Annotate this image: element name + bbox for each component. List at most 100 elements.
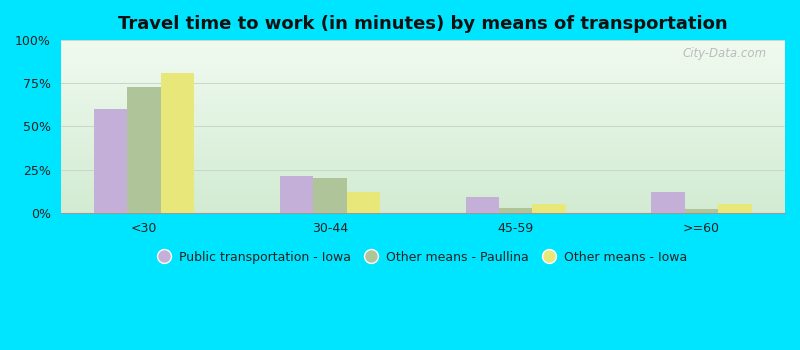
Bar <box>61 139 785 140</box>
Bar <box>61 48 785 49</box>
Bar <box>61 79 785 80</box>
Bar <box>61 153 785 154</box>
Bar <box>61 40 785 41</box>
Bar <box>61 61 785 62</box>
Bar <box>61 168 785 169</box>
Bar <box>61 152 785 153</box>
Bar <box>61 103 785 104</box>
Bar <box>61 76 785 77</box>
Bar <box>61 91 785 92</box>
Bar <box>61 196 785 197</box>
Bar <box>61 51 785 52</box>
Bar <box>61 93 785 94</box>
Bar <box>61 123 785 124</box>
Bar <box>61 125 785 126</box>
Bar <box>61 49 785 50</box>
Bar <box>61 124 785 125</box>
Bar <box>61 191 785 192</box>
Bar <box>61 114 785 115</box>
Bar <box>61 138 785 139</box>
Bar <box>61 182 785 183</box>
Bar <box>61 192 785 193</box>
Bar <box>61 127 785 128</box>
Bar <box>61 180 785 181</box>
Bar <box>61 200 785 201</box>
Bar <box>61 58 785 59</box>
Bar <box>61 56 785 57</box>
Bar <box>61 47 785 48</box>
Bar <box>61 145 785 146</box>
Bar <box>61 184 785 185</box>
Bar <box>61 77 785 78</box>
Bar <box>61 198 785 199</box>
Bar <box>61 160 785 161</box>
Bar <box>61 197 785 198</box>
Bar <box>61 68 785 69</box>
Bar <box>61 118 785 119</box>
Bar <box>61 172 785 173</box>
Bar <box>61 78 785 79</box>
Bar <box>61 167 785 168</box>
Bar <box>61 126 785 127</box>
Bar <box>94 109 127 213</box>
Bar <box>61 177 785 178</box>
Bar <box>61 129 785 130</box>
Bar <box>61 41 785 42</box>
Bar <box>61 169 785 170</box>
Bar <box>61 87 785 88</box>
Bar <box>61 92 785 93</box>
Bar <box>61 185 785 186</box>
Bar <box>61 72 785 73</box>
Bar <box>61 158 785 159</box>
Bar <box>61 60 785 61</box>
Bar <box>61 189 785 190</box>
Bar <box>61 100 785 101</box>
Bar <box>61 147 785 148</box>
Bar <box>61 71 785 72</box>
Bar <box>61 89 785 90</box>
Bar <box>61 212 785 213</box>
Bar <box>61 161 785 162</box>
Bar <box>61 90 785 91</box>
Bar <box>61 164 785 165</box>
Bar <box>61 105 785 106</box>
Bar <box>718 204 751 213</box>
Bar <box>61 203 785 204</box>
Bar <box>61 83 785 84</box>
Bar <box>61 159 785 160</box>
Bar <box>61 62 785 63</box>
Bar <box>685 209 718 213</box>
Bar <box>61 204 785 205</box>
Bar <box>61 64 785 65</box>
Bar <box>61 113 785 114</box>
Bar <box>61 84 785 85</box>
Bar <box>61 119 785 120</box>
Bar <box>61 194 785 195</box>
Bar <box>61 209 785 210</box>
Bar <box>280 176 314 213</box>
Bar <box>61 95 785 96</box>
Bar <box>499 208 532 213</box>
Legend: Public transportation - Iowa, Other means - Paullina, Other means - Iowa: Public transportation - Iowa, Other mean… <box>154 246 692 268</box>
Bar <box>61 137 785 138</box>
Bar <box>61 179 785 180</box>
Bar <box>61 110 785 111</box>
Bar <box>61 63 785 64</box>
Bar <box>61 201 785 202</box>
Bar <box>61 210 785 211</box>
Bar <box>61 65 785 66</box>
Bar <box>61 171 785 172</box>
Bar <box>61 116 785 117</box>
Bar <box>61 186 785 187</box>
Bar <box>61 190 785 191</box>
Bar <box>61 208 785 209</box>
Bar <box>61 144 785 145</box>
Bar <box>61 175 785 176</box>
Bar <box>61 133 785 134</box>
Bar <box>61 128 785 129</box>
Bar <box>61 98 785 99</box>
Bar <box>61 205 785 206</box>
Bar <box>466 197 499 213</box>
Bar <box>61 135 785 136</box>
Bar <box>61 107 785 108</box>
